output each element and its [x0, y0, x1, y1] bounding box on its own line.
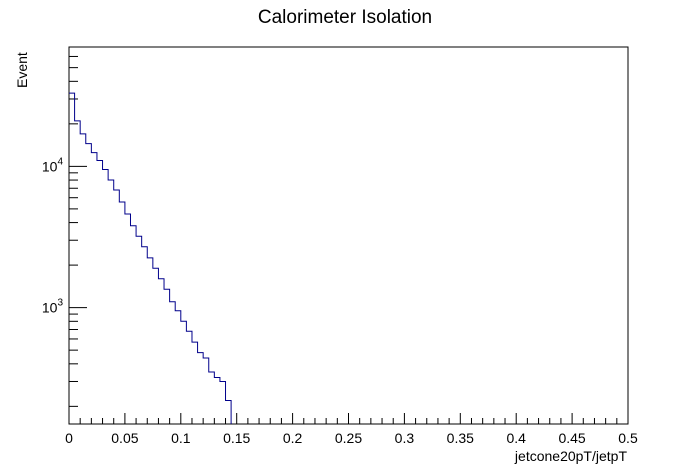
x-tick-label: 0.5: [618, 430, 638, 446]
x-tick-label: 0.45: [558, 430, 585, 446]
y-axis-tick-labels: 103 104: [42, 156, 64, 315]
x-axis-label: jetcone20pT/jetpT: [514, 448, 628, 464]
x-tick-label: 0.35: [447, 430, 474, 446]
plot-frame: [68, 46, 629, 425]
y-tick-label: 104: [42, 156, 64, 174]
x-tick-label: 0.3: [395, 430, 415, 446]
y-axis-label: Event: [14, 52, 30, 88]
x-tick-label: 0.4: [506, 430, 526, 446]
x-tick-label: 0.2: [283, 430, 303, 446]
x-tick-label: 0.25: [335, 430, 362, 446]
x-tick-label: 0.15: [223, 430, 250, 446]
x-tick-label: 0: [65, 430, 73, 446]
histogram-series: [69, 92, 232, 424]
chart-title: Calorimeter Isolation: [258, 7, 432, 28]
x-axis-tick-labels: 0 0.05 0.1 0.15 0.2 0.25 0.3 0.35 0.4 0.45 0.5: [65, 430, 638, 446]
x-axis-ticks: [68, 413, 629, 424]
x-tick-label: 0.05: [111, 430, 138, 446]
y-tick-label: 103: [42, 298, 64, 316]
x-tick-label: 0.1: [171, 430, 191, 446]
y-axis-ticks: [69, 46, 87, 407]
